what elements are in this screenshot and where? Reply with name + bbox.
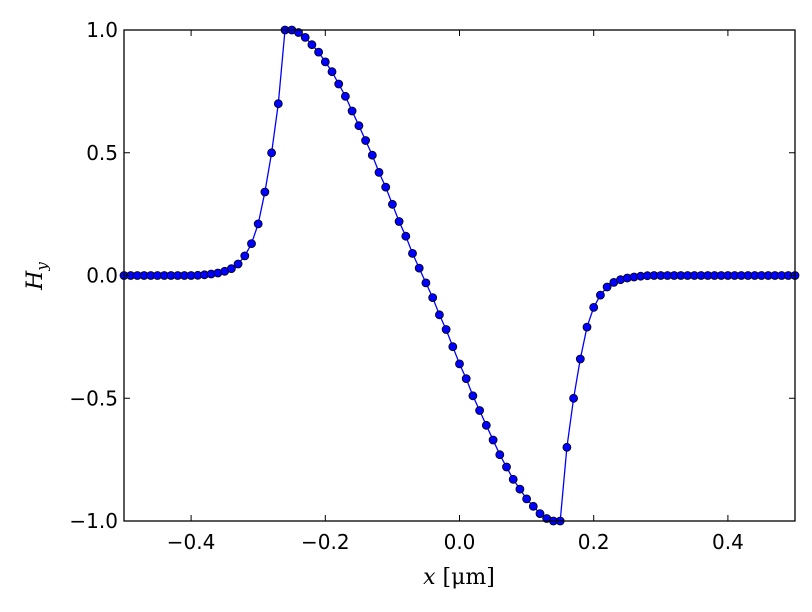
data-point	[408, 248, 417, 258]
data-point	[327, 67, 337, 77]
data-point	[361, 136, 371, 145]
data-point	[307, 40, 317, 50]
data-point	[562, 442, 572, 452]
data-point	[495, 450, 505, 460]
data-point	[367, 150, 377, 160]
x-tick-label: −0.4	[167, 530, 216, 554]
data-point	[448, 342, 458, 352]
data-point	[347, 106, 357, 116]
data-point	[273, 99, 283, 109]
data-point	[267, 148, 277, 158]
data-point	[502, 462, 511, 472]
data-point	[226, 264, 236, 274]
plot-layer	[119, 25, 800, 526]
data-point	[334, 79, 344, 89]
data-point	[522, 494, 531, 504]
x-tick-label: 0.2	[578, 530, 610, 554]
data-point	[340, 91, 350, 101]
data-point	[394, 217, 404, 226]
x-tick-label: 0.4	[712, 530, 744, 554]
data-point	[582, 322, 592, 332]
data-point	[475, 406, 485, 415]
data-point	[596, 290, 605, 300]
data-point	[387, 199, 397, 209]
data-point	[602, 282, 612, 292]
y-axis-label: Hy	[23, 262, 51, 291]
data-point	[428, 293, 438, 303]
data-point	[374, 167, 384, 177]
ticks-layer: −0.4 −0.2 0.0 0.2 0.4 −1.0 −0.5 0.0 0.5 1.0	[69, 18, 795, 554]
data-point	[381, 182, 391, 192]
data-point	[441, 325, 451, 334]
y-tick-label: −0.5	[69, 386, 118, 410]
data-point	[354, 121, 364, 131]
data-point	[240, 251, 250, 261]
y-tick-label: −1.0	[69, 509, 118, 533]
data-point	[508, 474, 518, 484]
data-point	[575, 354, 585, 364]
x-tick-label: −0.2	[301, 530, 350, 554]
data-point	[253, 219, 263, 229]
data-point	[468, 391, 478, 401]
data-point	[260, 187, 270, 197]
data-point	[247, 239, 256, 249]
data-point	[455, 359, 464, 369]
data-point	[528, 501, 538, 511]
data-point	[320, 57, 330, 67]
y-tick-label: 0.0	[86, 264, 118, 288]
data-point	[515, 484, 525, 494]
data-point	[589, 302, 599, 312]
data-point	[421, 278, 431, 288]
data-point	[481, 420, 491, 430]
data-point	[434, 310, 444, 320]
data-point	[488, 435, 498, 445]
data-point	[401, 231, 411, 241]
data-point	[535, 509, 545, 518]
x-axis-label: x [μm]	[423, 565, 495, 590]
y-tick-label: 0.5	[86, 141, 118, 165]
data-point	[461, 374, 471, 384]
data-point	[414, 263, 424, 273]
data-point	[233, 259, 243, 269]
x-tick-label: 0.0	[444, 530, 476, 554]
data-point	[569, 393, 578, 403]
data-point	[300, 33, 310, 42]
data-point	[314, 47, 324, 57]
y-tick-label: 1.0	[86, 18, 118, 42]
